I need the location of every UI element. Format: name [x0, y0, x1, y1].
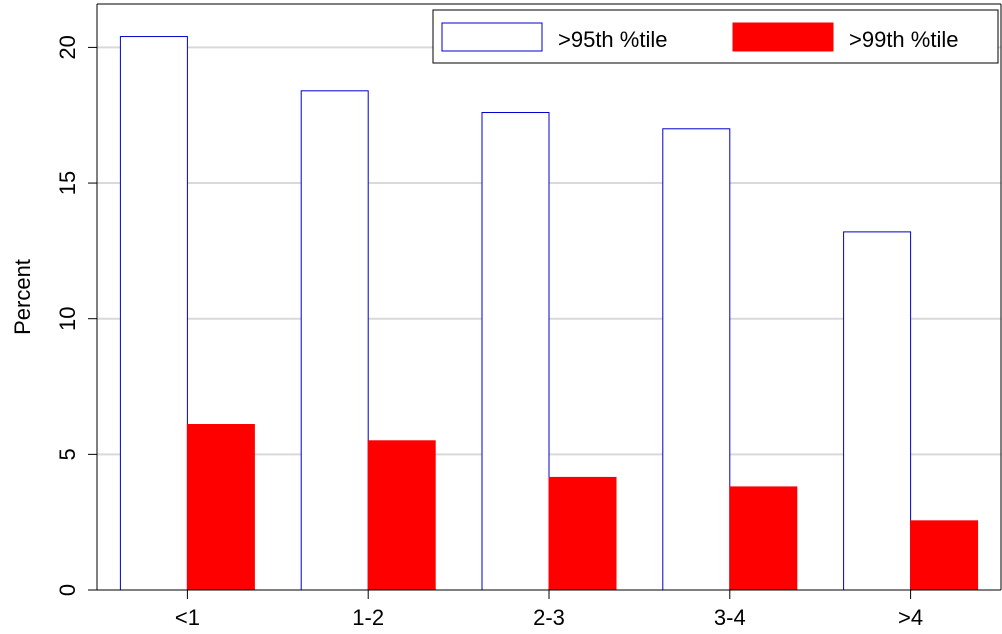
- bar-95th-2: [481, 112, 550, 591]
- x-tick-label: <1: [175, 605, 200, 630]
- bar-95th-4: [843, 231, 912, 591]
- legend-label-99th: >99th %tile: [849, 27, 958, 52]
- y-tick-label: 0: [55, 584, 80, 596]
- y-tick-label: 20: [55, 35, 80, 59]
- y-axis-label: Percent: [10, 259, 35, 335]
- x-tick-label: 1-2: [352, 605, 384, 630]
- x-tick-label: 2-3: [533, 605, 565, 630]
- bar-99th-1: [367, 440, 436, 591]
- axes: 0 5 10 15 20 <1 1-2 2-3 3-4 >4: [55, 3, 1002, 630]
- legend-swatch-95th: [441, 22, 543, 52]
- bar-95th-3: [662, 128, 731, 591]
- y-tick-label: 10: [55, 306, 80, 330]
- bar-99th-4: [910, 520, 979, 591]
- y-tick-label: 5: [55, 448, 80, 460]
- bar-99th-3: [729, 486, 798, 591]
- bars: [119, 36, 979, 591]
- bar-95th-0: [119, 36, 188, 591]
- bar-99th-0: [186, 424, 255, 591]
- x-tick-label: >4: [898, 605, 923, 630]
- legend-swatch-99th: [732, 22, 834, 52]
- bar-95th-1: [300, 90, 369, 591]
- bar-99th-2: [548, 476, 617, 591]
- legend: >95th %tile >99th %tile: [432, 9, 999, 64]
- x-tick-label: 3-4: [714, 605, 746, 630]
- legend-label-95th: >95th %tile: [558, 27, 667, 52]
- y-tick-label: 15: [55, 171, 80, 195]
